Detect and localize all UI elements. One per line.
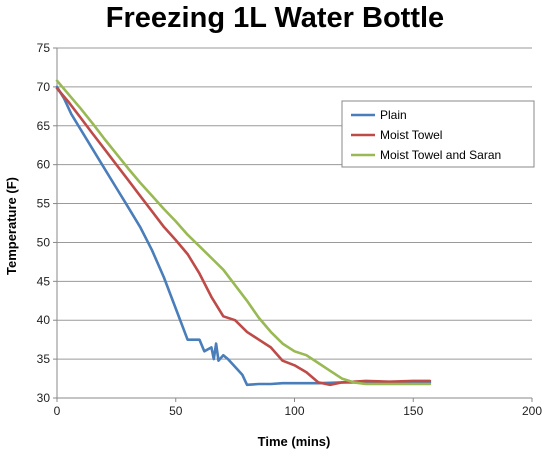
y-tick-label: 40 <box>37 313 51 327</box>
legend: Plain Moist Towel Moist Towel and Saran <box>341 100 535 168</box>
x-tick-label: 150 <box>403 404 423 418</box>
gridlines <box>57 47 532 360</box>
series-line-moist-towel-and-saran <box>55 79 432 386</box>
y-tick-label: 70 <box>37 80 51 94</box>
y-tick-label: 75 <box>37 41 51 55</box>
series-line-moist-towel <box>55 87 432 387</box>
x-axis-title: Time (mins) <box>258 434 331 449</box>
y-tick-label: 60 <box>37 158 51 172</box>
y-axis-title: Temperature (F) <box>4 177 19 275</box>
series-line-plain <box>55 85 432 387</box>
series-lines <box>55 79 432 387</box>
y-tick-label: 35 <box>37 352 51 366</box>
legend-label: Plain <box>380 108 407 122</box>
axes: 30 35 40 45 50 55 60 65 70 75 0 50 100 150 200 <box>37 41 543 418</box>
x-tick-label: 100 <box>284 404 304 418</box>
y-tick-label: 55 <box>37 197 51 211</box>
x-tick-label: 0 <box>54 404 61 418</box>
legend-label: Moist Towel and Saran <box>380 148 501 162</box>
y-tick-label: 50 <box>37 235 51 249</box>
y-tick-label: 30 <box>37 391 51 405</box>
x-tick-label: 200 <box>522 404 542 418</box>
y-tick-label: 45 <box>37 274 51 288</box>
x-tick-label: 50 <box>169 404 183 418</box>
legend-label: Moist Towel <box>380 128 442 142</box>
chart-title: Freezing 1L Water Bottle <box>105 2 445 34</box>
y-tick-label: 65 <box>37 119 51 133</box>
